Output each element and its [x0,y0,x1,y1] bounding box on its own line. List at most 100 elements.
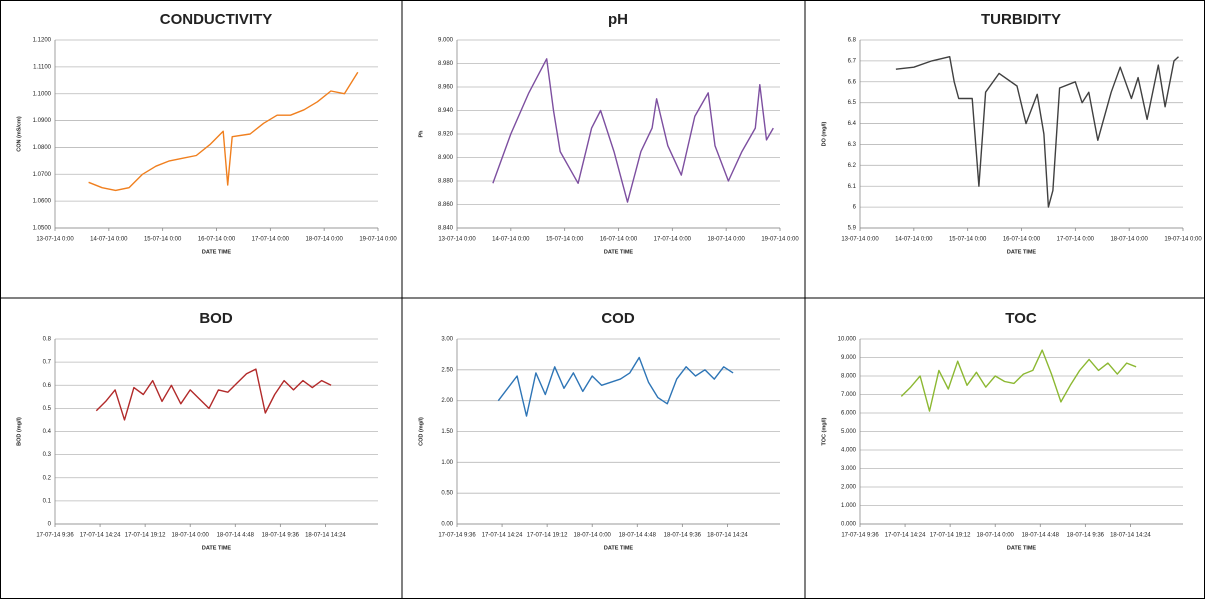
x-tick-label: 17-07-14 9:36 [841,533,879,539]
x-tick-label: 18-07-14 9:36 [664,533,702,539]
x-tick-label: 17-07-14 19:12 [125,533,166,539]
y-tick-label: 6.8 [848,38,857,44]
x-tick-label: 17-07-14 14:24 [482,533,523,539]
x-tick-label: 13-07-14 0:00 [841,237,879,243]
x-tick-label: 18-07-14 0:00 [707,237,745,243]
y-tick-label: 6.3 [848,142,857,148]
y-tick-label: 5.000 [841,429,857,435]
x-tick-label: 18-07-14 0:00 [1110,237,1148,243]
x-tick-label: 15-07-14 0:00 [546,237,584,243]
y-tick-label: 0.6 [43,383,52,389]
y-tick-label: 1.00 [441,460,453,466]
y-tick-label: 1.0700 [33,172,52,178]
y-tick-label: 8.940 [438,108,454,114]
chart-title: BOD [199,310,233,327]
y-tick-label: 0.7 [43,360,52,366]
x-axis-label: DATE TIME [1007,249,1037,255]
y-tick-label: 0.8 [43,337,52,343]
y-tick-label: 1.1000 [33,91,52,97]
y-tick-label: 6.7 [848,58,857,64]
y-tick-label: 1.000 [841,503,857,509]
y-tick-label: 0.4 [43,429,52,435]
y-tick-label: 0 [48,522,52,528]
y-tick-label: 0.000 [841,522,857,528]
y-tick-label: 1.0600 [33,199,52,205]
x-tick-label: 15-07-14 0:00 [144,237,182,243]
x-tick-label: 18-07-14 4:48 [619,533,657,539]
y-tick-label: 6.5 [848,100,857,106]
y-tick-label: 8.920 [438,132,454,138]
y-tick-label: 6.6 [848,79,857,85]
y-tick-label: 4.000 [841,448,857,454]
y-tick-label: 10.000 [838,337,857,343]
x-tick-label: 18-07-14 14:24 [305,533,346,539]
x-tick-label: 18-07-14 4:48 [217,533,255,539]
x-tick-label: 19-07-14 0:00 [359,237,397,243]
x-tick-label: 17-07-14 9:36 [438,533,476,539]
y-tick-label: 0.00 [441,522,453,528]
y-tick-label: 8.900 [438,155,454,161]
x-tick-label: 14-07-14 0:00 [492,237,530,243]
x-tick-label: 19-07-14 0:00 [1164,237,1202,243]
x-tick-label: 18-07-14 0:00 [172,533,210,539]
y-tick-label: 8.860 [438,202,454,208]
x-tick-label: 18-07-14 4:48 [1022,533,1060,539]
x-tick-label: 17-07-14 19:12 [527,533,568,539]
y-tick-label: 6.1 [848,184,857,190]
x-tick-label: 18-07-14 9:36 [1067,533,1105,539]
x-tick-label: 17-07-14 14:24 [80,533,121,539]
chart-title: CONDUCTIVITY [160,11,273,28]
x-tick-label: 18-07-14 0:00 [977,533,1015,539]
chart-title: TOC [1005,310,1037,327]
y-tick-label: 8.880 [438,179,454,185]
y-tick-label: 6.2 [848,163,857,169]
y-tick-label: 6 [853,205,857,211]
y-tick-label: 9.000 [841,355,857,361]
x-tick-label: 13-07-14 0:00 [36,237,74,243]
y-tick-label: 8.960 [438,85,454,91]
y-tick-label: 3.00 [441,337,453,343]
data-line [95,368,332,421]
y-axis-label: DO (mg/l) [821,121,827,146]
y-tick-label: 0.1 [43,498,52,504]
chart-title: pH [608,11,628,28]
y-tick-label: 8.840 [438,226,454,232]
x-tick-label: 18-07-14 9:36 [262,533,300,539]
y-tick-label: 1.1100 [33,64,52,70]
y-tick-label: 1.50 [441,429,453,435]
x-axis-label: DATE TIME [202,249,232,255]
x-axis-label: DATE TIME [604,249,634,255]
y-tick-label: 6.000 [841,411,857,417]
data-line [900,349,1137,412]
y-tick-label: 8.000 [841,374,857,380]
x-tick-label: 18-07-14 14:24 [1110,533,1151,539]
y-tick-label: 3.000 [841,466,857,472]
y-tick-label: 6.4 [848,121,857,127]
data-line [497,356,734,417]
x-tick-label: 16-07-14 0:00 [198,237,236,243]
y-tick-label: 2.00 [441,398,453,404]
x-tick-label: 16-07-14 0:00 [600,237,638,243]
data-line [492,58,774,203]
y-tick-label: 1.0900 [33,118,52,124]
y-tick-label: 0.2 [43,475,52,481]
x-tick-label: 17-07-14 0:00 [654,237,692,243]
y-tick-label: 1.1200 [33,38,52,44]
y-axis-label: TOC (mg/l) [821,417,827,445]
x-tick-label: 18-07-14 14:24 [707,533,748,539]
y-axis-label: CON (mS/cm) [16,116,22,152]
x-tick-label: 18-07-14 0:00 [574,533,612,539]
y-tick-label: 1.0800 [33,145,52,151]
x-axis-label: DATE TIME [604,545,634,551]
x-tick-label: 17-07-14 19:12 [930,533,971,539]
x-tick-label: 14-07-14 0:00 [90,237,128,243]
chart-title: TURBIDITY [981,11,1061,28]
x-tick-label: 19-07-14 0:00 [761,237,799,243]
y-axis-label: COD (mg/l) [418,417,424,446]
y-tick-label: 0.50 [441,491,453,497]
x-tick-label: 17-07-14 9:36 [36,533,74,539]
y-axis-label: Ph [418,130,424,138]
x-tick-label: 13-07-14 0:00 [438,237,476,243]
